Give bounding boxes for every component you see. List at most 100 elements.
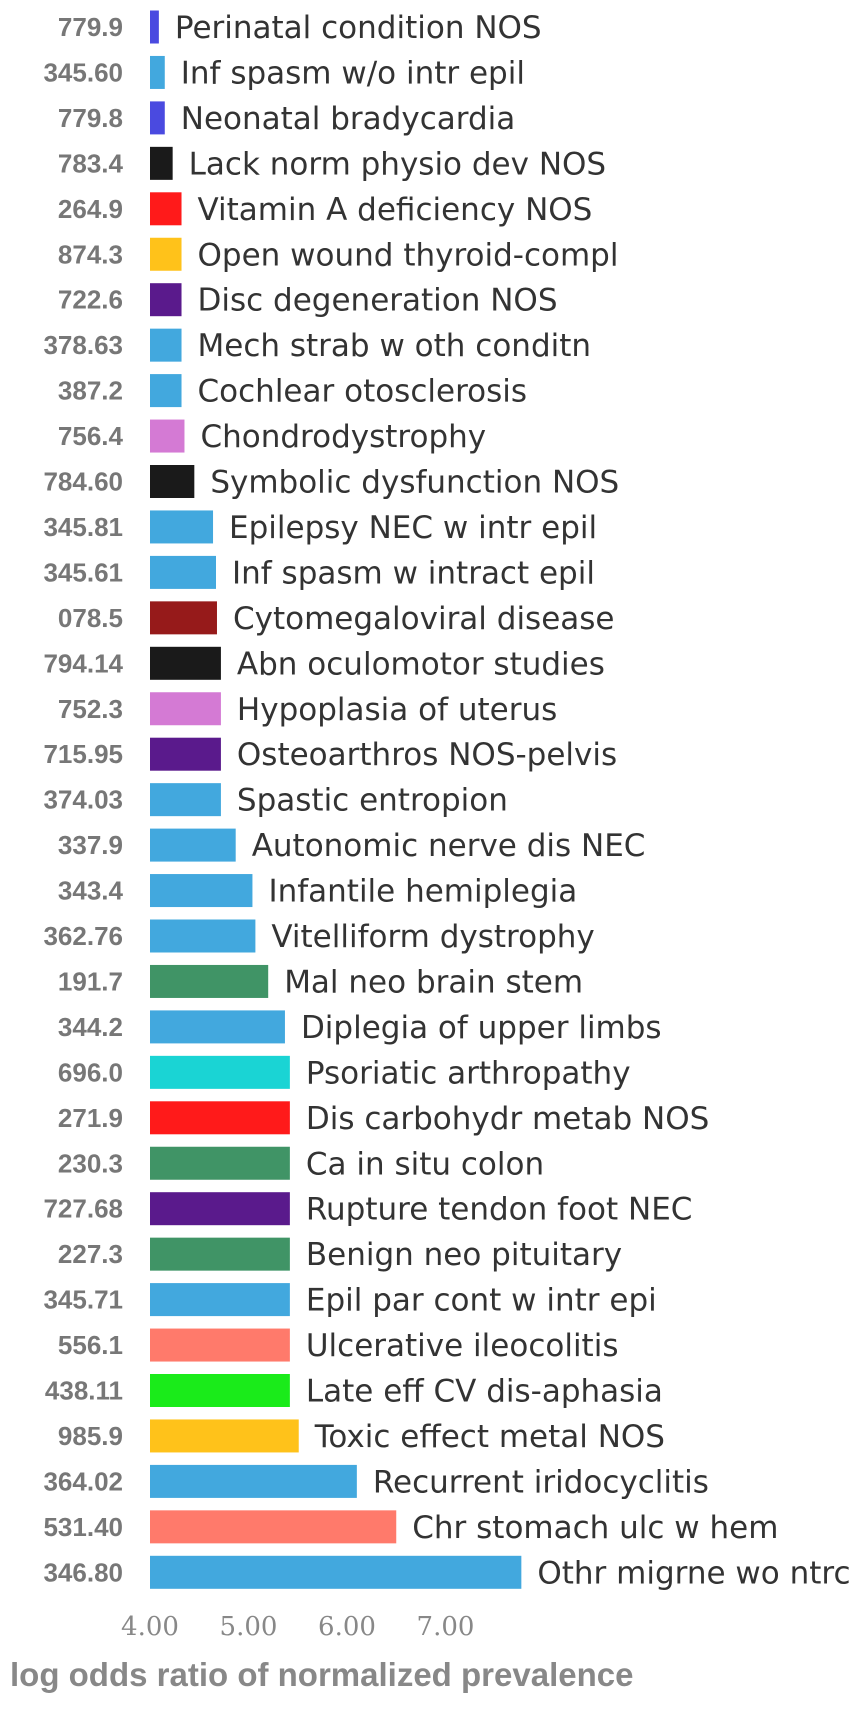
bar-row: 078.5 Cytomegaloviral disease	[58, 601, 615, 637]
bar	[150, 1419, 299, 1453]
category-label: Neonatal bradycardia	[181, 101, 515, 137]
bar-row: 264.9 Vitamin A deficiency NOS	[58, 192, 592, 228]
code-label: 556.1	[58, 1330, 123, 1360]
bar	[150, 1555, 522, 1589]
code-label: 230.3	[58, 1148, 123, 1178]
code-label: 783.4	[58, 148, 124, 178]
category-label: Psoriatic arthropathy	[306, 1055, 631, 1091]
bar-row: 345.81 Epilepsy NEC w intr epil	[43, 510, 597, 546]
category-label: Rupture tendon foot NEC	[306, 1192, 693, 1228]
bar	[150, 1010, 285, 1044]
category-label: Ulcerative ileocolitis	[306, 1328, 619, 1364]
code-label: 337.9	[58, 830, 123, 860]
category-label: Inf spasm w/o intr epil	[181, 55, 525, 91]
category-label: Recurrent iridocyclitis	[373, 1464, 709, 1500]
category-label: Perinatal condition NOS	[175, 10, 542, 46]
bar-row: 378.63 Mech strab w oth conditn	[43, 328, 591, 364]
bar	[150, 601, 217, 635]
bar	[150, 964, 269, 998]
code-label: 756.4	[58, 421, 124, 451]
bar	[150, 1374, 290, 1407]
code-label: 531.40	[43, 1512, 123, 1542]
category-label: Osteoarthros NOS-pelvis	[237, 737, 617, 773]
bar-row: 230.3 Ca in situ colon	[58, 1146, 544, 1182]
bar	[150, 55, 165, 89]
category-label: Toxic effect metal NOS	[314, 1419, 665, 1455]
bar	[150, 1237, 290, 1271]
bar-row: 756.4 Chondrodystrophy	[58, 419, 486, 455]
bar	[150, 1055, 290, 1089]
bar	[150, 1101, 290, 1135]
bar	[150, 1146, 290, 1180]
bar	[150, 374, 182, 408]
code-label: 362.76	[43, 921, 123, 951]
bar-row: 779.9 Perinatal condition NOS	[58, 10, 542, 46]
code-label: 727.68	[43, 1194, 123, 1224]
category-label: Ca in situ colon	[306, 1146, 544, 1182]
code-label: 696.0	[58, 1057, 123, 1087]
category-label: Benign neo pituitary	[306, 1237, 622, 1273]
code-label: 345.61	[43, 557, 123, 587]
code-label: 438.11	[45, 1376, 123, 1406]
code-label: 345.81	[43, 512, 123, 542]
bar-row: 794.14 Abn oculomotor studies	[43, 646, 604, 682]
category-label: Inf spasm w intract epil	[232, 555, 595, 591]
code-label: 264.9	[58, 194, 123, 224]
category-label: Autonomic nerve dis NEC	[252, 828, 646, 864]
category-label: Dis carbohydr metab NOS	[306, 1101, 709, 1137]
code-label: 191.7	[58, 966, 123, 996]
x-tick-label: 5.00	[220, 1612, 278, 1642]
bar-row: 752.3 Hypoplasia of uterus	[58, 692, 557, 728]
bar	[150, 692, 221, 726]
bar-row: 696.0 Psoriatic arthropathy	[58, 1055, 631, 1091]
category-label: Spastic entropion	[237, 783, 508, 819]
category-label: Epilepsy NEC w intr epil	[229, 510, 597, 546]
bar	[150, 510, 214, 544]
category-label: Late eff CV dis-aphasia	[306, 1374, 663, 1410]
code-label: 343.4	[58, 876, 124, 906]
bar-row: 345.60 Inf spasm w/o intr epil	[43, 55, 525, 91]
bar	[150, 328, 182, 362]
bar-row: 374.03 Spastic entropion	[43, 783, 507, 819]
bar	[150, 1192, 290, 1226]
code-label: 387.2	[58, 376, 123, 406]
category-label: Chr stomach ulc w hem	[412, 1510, 778, 1546]
category-label: Diplegia of upper limbs	[301, 1010, 662, 1046]
bar-row: 784.60 Symbolic dysfunction NOS	[43, 465, 619, 501]
bar-rows: 779.9 Perinatal condition NOS 345.60 Inf sp…	[43, 10, 850, 1591]
category-label: Infantile hemiplegia	[268, 874, 577, 910]
code-label: 078.5	[58, 603, 123, 633]
category-label: Abn oculomotor studies	[237, 646, 605, 682]
category-label: Cytomegaloviral disease	[233, 601, 615, 637]
bar-row: 556.1 Ulcerative ileocolitis	[58, 1328, 619, 1364]
category-label: Epil par cont w intr epi	[306, 1283, 657, 1319]
bar	[150, 1510, 397, 1544]
bar	[150, 555, 216, 589]
code-label: 345.60	[43, 57, 123, 87]
bar	[150, 419, 185, 453]
category-label: Cochlear otosclerosis	[198, 374, 528, 410]
bar	[150, 10, 159, 44]
bar-row: 343.4 Infantile hemiplegia	[58, 874, 577, 910]
bar-row: 438.11 Late eff CV dis-aphasia	[45, 1374, 663, 1410]
bar	[150, 783, 221, 817]
bar	[150, 192, 182, 226]
category-label: Hypoplasia of uterus	[237, 692, 557, 728]
category-label: Othr migrne wo ntrc	[537, 1555, 850, 1591]
x-axis-ticks: 4.00 5.00 6.00 7.00	[121, 1612, 474, 1642]
bar-row: 722.6 Disc degeneration NOS	[58, 283, 558, 319]
category-label: Mech strab w oth conditn	[198, 328, 592, 364]
bar-row: 387.2 Cochlear otosclerosis	[58, 374, 527, 410]
bar	[150, 283, 182, 317]
bar-row: 337.9 Autonomic nerve dis NEC	[58, 828, 646, 864]
code-label: 344.2	[58, 1012, 123, 1042]
code-label: 345.71	[43, 1285, 123, 1315]
bar	[150, 737, 221, 771]
code-label: 715.95	[43, 739, 123, 769]
bar	[150, 465, 195, 498]
bar-row: 715.95 Osteoarthros NOS-pelvis	[43, 737, 617, 773]
bar-row: 783.4 Lack norm physio dev NOS	[58, 146, 606, 182]
code-label: 227.3	[58, 1239, 123, 1269]
code-label: 271.9	[58, 1103, 123, 1133]
